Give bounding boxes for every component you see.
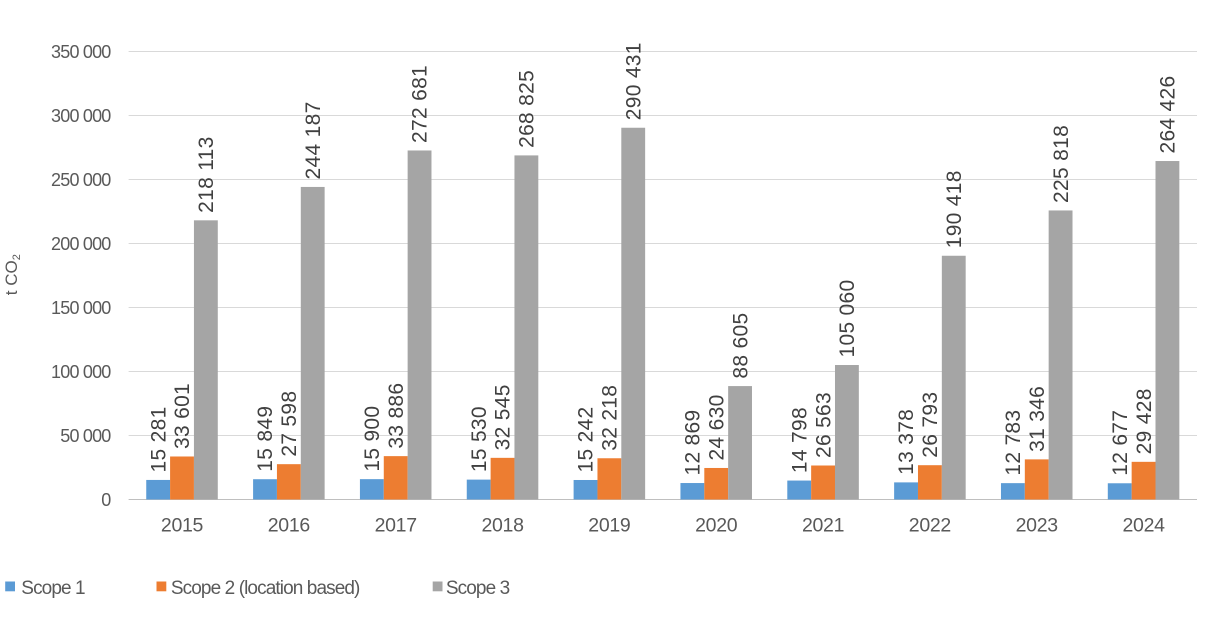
svg-text:100 000: 100 000: [51, 362, 111, 382]
svg-text:26 793: 26 793: [919, 392, 942, 458]
svg-text:33 886: 33 886: [385, 383, 408, 449]
svg-text:2022: 2022: [909, 515, 951, 537]
svg-text:272 681: 272 681: [409, 65, 432, 143]
svg-text:50 000: 50 000: [60, 426, 111, 446]
svg-text:15 242: 15 242: [575, 406, 598, 472]
svg-text:105 060: 105 060: [836, 280, 859, 358]
svg-text:190 418: 190 418: [943, 170, 966, 248]
svg-text:15 900: 15 900: [361, 406, 384, 472]
svg-text:14 798: 14 798: [788, 407, 811, 473]
svg-text:0: 0: [101, 490, 111, 510]
svg-text:27 598: 27 598: [278, 391, 301, 457]
svg-text:2023: 2023: [1016, 515, 1058, 537]
svg-text:Scope 1: Scope 1: [21, 578, 85, 599]
svg-text:2016: 2016: [268, 515, 310, 537]
svg-text:2021: 2021: [802, 515, 844, 537]
svg-text:Scope 3: Scope 3: [446, 578, 510, 599]
svg-text:29 428: 29 428: [1133, 388, 1156, 454]
svg-text:33 601: 33 601: [171, 383, 194, 449]
svg-text:2018: 2018: [481, 515, 523, 537]
svg-text:15 849: 15 849: [254, 406, 277, 472]
svg-text:15 281: 15 281: [147, 406, 170, 472]
svg-text:88 605: 88 605: [729, 313, 752, 379]
svg-text:200 000: 200 000: [51, 234, 111, 254]
svg-text:2020: 2020: [695, 515, 738, 537]
svg-text:Scope 2 (location based): Scope 2 (location based): [171, 578, 360, 599]
svg-text:290 431: 290 431: [622, 42, 645, 120]
svg-text:2024: 2024: [1122, 515, 1165, 537]
svg-text:2015: 2015: [161, 515, 204, 537]
svg-text:24 630: 24 630: [705, 394, 728, 460]
svg-text:12 677: 12 677: [1109, 410, 1132, 476]
svg-text:225 818: 225 818: [1050, 125, 1073, 203]
svg-text:15 530: 15 530: [468, 406, 491, 472]
svg-text:2019: 2019: [588, 515, 630, 537]
svg-text:268 825: 268 825: [516, 70, 539, 148]
svg-text:264 426: 264 426: [1157, 76, 1180, 154]
svg-text:150 000: 150 000: [51, 298, 111, 318]
svg-text:13 378: 13 378: [895, 409, 918, 475]
svg-text:32 545: 32 545: [492, 384, 515, 450]
svg-text:12 783: 12 783: [1002, 410, 1025, 476]
svg-text:250 000: 250 000: [51, 170, 111, 190]
svg-text:350 000: 350 000: [51, 42, 111, 62]
svg-text:2017: 2017: [375, 515, 417, 537]
svg-text:t CO2: t CO2: [2, 254, 23, 295]
svg-text:32 218: 32 218: [599, 385, 622, 451]
svg-text:31 346: 31 346: [1026, 386, 1049, 452]
svg-text:12 869: 12 869: [682, 409, 705, 475]
svg-text:218 113: 218 113: [195, 136, 218, 212]
svg-text:26 563: 26 563: [812, 392, 835, 458]
svg-text:300 000: 300 000: [51, 106, 111, 126]
svg-text:244 187: 244 187: [302, 101, 325, 179]
